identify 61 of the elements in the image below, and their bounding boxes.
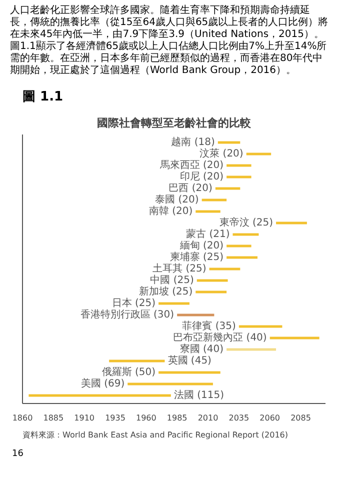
x-tick-label: 1885	[43, 414, 64, 422]
bar	[276, 222, 307, 224]
y-tick-label: 蒙古 (21)	[186, 228, 230, 240]
y-tick-label: 寮國 (40)	[180, 342, 224, 355]
bar	[196, 210, 220, 213]
bar	[218, 141, 240, 144]
text: 16	[12, 449, 24, 459]
bar	[196, 279, 228, 282]
y-tick-label: 南韓 (20)	[148, 205, 193, 218]
x-tick-label: 2060	[260, 414, 280, 422]
y-tick-label: 香港特別行政區 (30)	[80, 308, 174, 320]
bar	[232, 233, 259, 236]
bar	[158, 302, 190, 305]
bar	[158, 371, 220, 374]
bar	[270, 336, 320, 340]
bar	[202, 198, 227, 202]
y-tick-label: 馬來西亞 (20)	[158, 159, 224, 172]
x-tick-label: 2010	[198, 414, 218, 422]
y-tick-label: 土耳其 (25)	[152, 262, 206, 274]
x-tick-label: 1960	[136, 414, 156, 422]
y-tick-label: 新加坡 (25)	[138, 285, 193, 298]
bar	[215, 187, 240, 190]
bar	[209, 268, 240, 270]
x-tick-label: 1860	[12, 414, 33, 422]
bar	[246, 152, 272, 156]
x-tick-label: 2035	[228, 414, 250, 422]
x-tick-label: 1985	[166, 414, 188, 422]
y-tick-label: 菲律賓 (35)	[182, 320, 236, 332]
bar	[238, 325, 282, 328]
bar	[226, 176, 252, 178]
bar	[226, 244, 252, 248]
bar	[109, 360, 165, 362]
x-tick-label: 1910	[74, 414, 95, 422]
chart-title: 國際社會轉型至老齡社會的比較	[97, 116, 252, 130]
bar	[28, 394, 171, 397]
y-tick-label: 泰國 (20)	[155, 194, 199, 206]
y-tick-label: 印尼 (20)	[180, 170, 224, 183]
chart-subtitle: 圖 1.1	[22, 90, 64, 104]
bar	[226, 348, 276, 351]
y-tick-label: 緬甸 (20)	[178, 240, 224, 252]
y-tick-label: 汶萊 (20)	[200, 148, 244, 160]
bar	[226, 164, 252, 167]
y-tick-label: 法國 (115)	[174, 388, 224, 401]
x-tick-label: 2085	[290, 414, 311, 422]
bar	[177, 314, 214, 316]
y-tick-label: 俄羅斯 (50)	[102, 366, 156, 378]
y-tick-label: 英國 (45)	[168, 354, 212, 366]
x-tick-label: 1935	[105, 414, 126, 422]
text: 人口老齡化正影響全球許多國家。隨着生育率下降和預期壽命持續延長，傳統的撫養比率（從15至64歲人口與65歲以上長者的人口比例）將在未來45年內低一半，由7.9下降至3.9（United Nations，2015）。圖1.1顯示了各經濟體65歲或以上人口佔總人口比例由7%上升至14%所需的年數。在亞洲，日本多年前已經歷類似的過程，而香港在80年代中期開始，現正處於了這個過程（World Bank Group，2016）。	[10, 5, 329, 77]
y-tick-label: 巴布亞新幾內亞 (40)	[173, 331, 267, 344]
y-tick-label: 日本 (25)	[112, 296, 156, 309]
y-tick-label: 柬埔寨 (25)	[170, 251, 224, 264]
source-note: 資料來源：World Bank East Asia and Pacific Regional Report (2016)	[22, 430, 288, 440]
y-tick-label: 美國 (69)	[80, 377, 125, 390]
bar	[226, 256, 258, 259]
y-tick-label: 越南 (18)	[171, 136, 215, 148]
y-tick-label: 東帝汶 (25)	[219, 216, 274, 229]
bar	[128, 382, 213, 386]
bar	[196, 290, 227, 294]
y-tick-label: 巴西 (20)	[168, 183, 212, 194]
y-tick-label: 中國 (25)	[150, 274, 194, 286]
